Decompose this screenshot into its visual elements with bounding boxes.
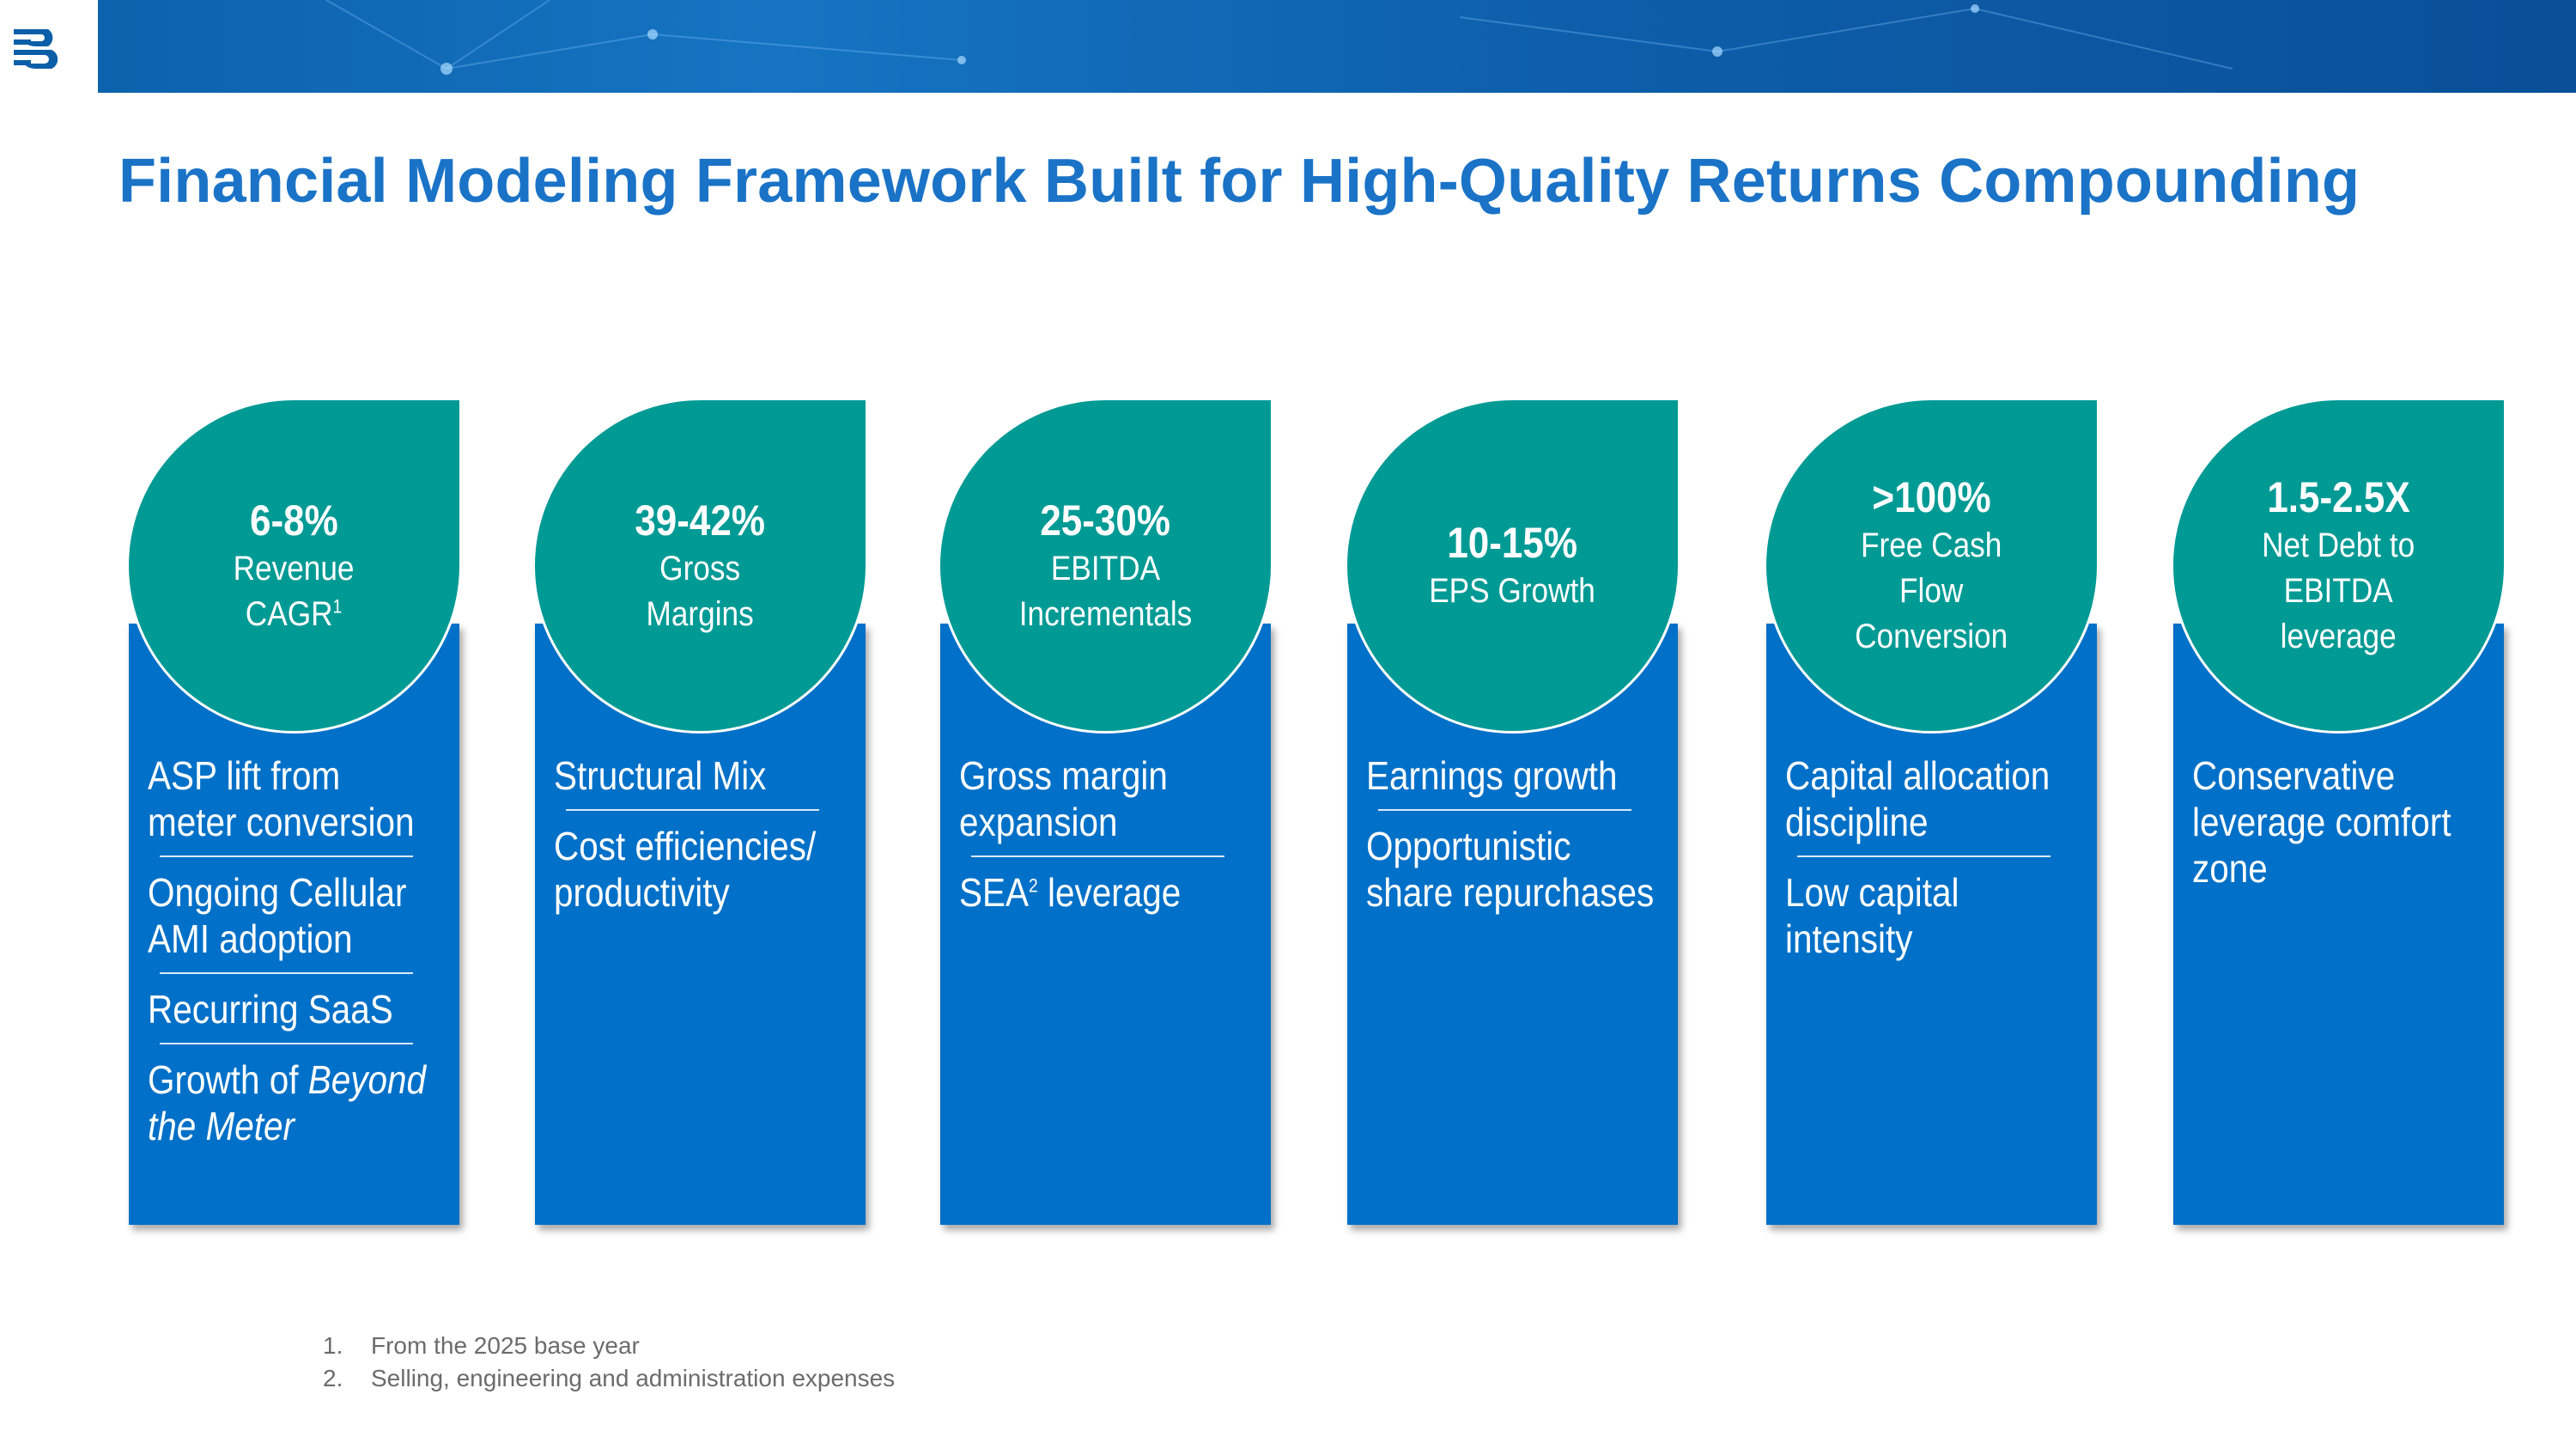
divider (1797, 855, 2050, 857)
driver-list: Gross margin expansion SEA2 leverage (959, 752, 1251, 916)
divider (1378, 809, 1631, 811)
column-fcf: >100% Free Cash Flow Conversion Capital … (1766, 400, 2097, 1225)
driver-item: Gross margin expansion (959, 753, 1168, 844)
driver-list: Conservative leverage comfort zone (2192, 752, 2484, 892)
column-ebitda: 25-30% EBITDA Incrementals Gross margin … (940, 400, 1271, 1225)
metric-value: 1.5-2.5X (2267, 473, 2410, 521)
driver-item-text: SEA (959, 870, 1030, 915)
driver-list: ASP lift from meter conversion Ongoing C… (148, 752, 440, 1149)
footnote-number: 1. (323, 1332, 343, 1359)
metric-label: Net Debt to EBITDA leverage (2262, 527, 2415, 655)
footnote-ref: 1 (332, 595, 343, 618)
metric-value: 25-30% (1040, 496, 1171, 545)
metric-value: 10-15% (1447, 519, 1578, 567)
driver-item: Earnings growth (1366, 753, 1618, 798)
footnote: 2. Selling, engineering and administrati… (323, 1362, 895, 1395)
metric-drop: 25-30% EBITDA Incrementals (940, 400, 1271, 731)
footnote: 1. From the 2025 base year (323, 1330, 895, 1362)
network-graphic (325, 0, 2233, 75)
footnote-ref: 2 (1029, 874, 1038, 897)
driver-item: Conservative leverage comfort zone (2192, 753, 2451, 891)
driver-item: ASP lift from meter conversion (148, 753, 415, 844)
driver-item-emphasis: Beyond the Meter (148, 1057, 427, 1148)
column-leverage: 1.5-2.5X Net Debt to EBITDA leverage Con… (2173, 400, 2504, 1225)
footnote-text: Selling, engineering and administration … (371, 1365, 896, 1391)
metric-label: Gross Margins (646, 549, 755, 633)
column-revenue: 6-8% Revenue CAGR1 ASP lift from meter c… (129, 400, 459, 1225)
driver-list: Capital allocation discipline Low capita… (1785, 752, 2077, 962)
logo-box (0, 0, 98, 93)
metric-label: Revenue CAGR1 (234, 546, 355, 637)
footnotes: 1. From the 2025 base year 2. Selling, e… (323, 1330, 895, 1395)
footnote-number: 2. (323, 1365, 343, 1391)
column-eps: 10-15% EPS Growth Earnings growth Opport… (1347, 400, 1678, 1225)
top-banner (0, 0, 2576, 93)
driver-item: Recurring SaaS (148, 987, 393, 1032)
metric-value: 6-8% (250, 496, 338, 545)
divider (160, 855, 413, 857)
driver-item: Opportunistic share repurchases (1366, 824, 1655, 915)
driver-list: Structural Mix Cost efficiencies/ produc… (554, 752, 846, 916)
metric-drop: >100% Free Cash Flow Conversion (1766, 400, 2097, 731)
metric-label: Free Cash Flow Conversion (1855, 527, 2008, 655)
company-logo-icon (14, 29, 58, 69)
column-gross-margins: 39-42% Gross Margins Structural Mix Cost… (535, 400, 866, 1225)
driver-list: Earnings growth Opportunistic share repu… (1366, 752, 1658, 916)
driver-item: Structural Mix (554, 753, 767, 798)
divider (160, 1043, 413, 1044)
metric-drop: 1.5-2.5X Net Debt to EBITDA leverage (2173, 400, 2504, 731)
driver-item: Ongoing Cellular AMI adoption (148, 870, 407, 961)
divider (971, 855, 1224, 857)
metric-label-text: Revenue CAGR (234, 549, 355, 633)
metric-drop: 39-42% Gross Margins (535, 400, 866, 731)
metric-value: 39-42% (635, 496, 766, 545)
driver-item: Cost efficiencies/ productivity (554, 824, 817, 915)
driver-item: Low capital intensity (1785, 870, 1959, 961)
metric-drop: 10-15% EPS Growth (1347, 400, 1678, 731)
metric-label: EPS Growth (1429, 572, 1596, 610)
footnote-text: From the 2025 base year (371, 1332, 640, 1359)
divider (566, 809, 819, 811)
driver-item: Growth of Beyond the Meter (148, 1056, 442, 1149)
driver-item: SEA2 leverage (959, 869, 1254, 916)
divider (160, 972, 413, 974)
metric-value: >100% (1872, 473, 1991, 521)
metric-drop: 6-8% Revenue CAGR1 (129, 400, 459, 731)
page-title: Financial Modeling Framework Built for H… (118, 147, 2360, 216)
metric-label: EBITDA Incrementals (1018, 549, 1193, 633)
driver-item: Capital allocation discipline (1785, 753, 2050, 844)
driver-item-text-after: leverage (1037, 870, 1182, 915)
driver-item-text: Growth of (148, 1057, 308, 1102)
